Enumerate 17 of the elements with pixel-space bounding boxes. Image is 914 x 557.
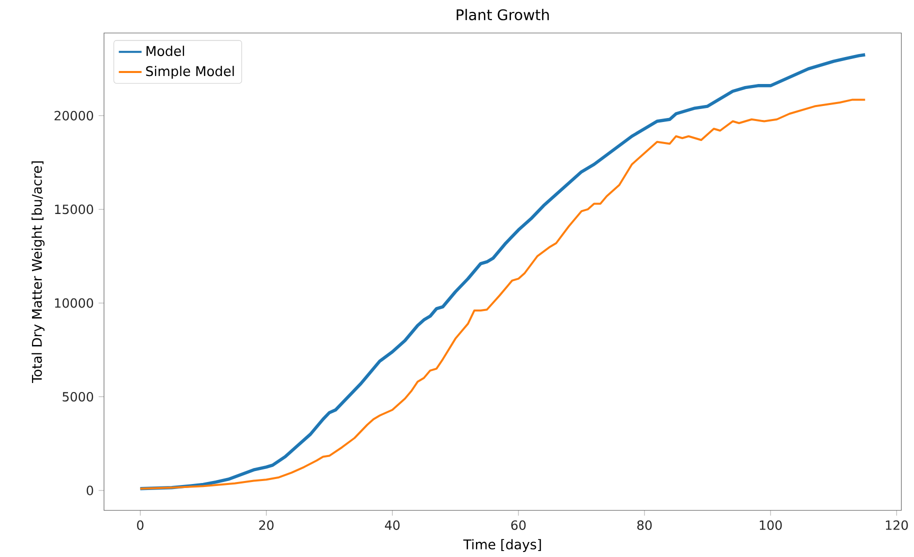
y-tick-label: 20000 [54,110,94,120]
x-tick-label: 80 [637,520,652,530]
y-tick-label: 15000 [55,204,94,214]
y-tick-label: 10000 [55,298,94,308]
y-tick-label: 5000 [62,392,94,402]
x-tick-label: 120 [886,520,908,530]
x-tick-label: 60 [511,520,526,530]
x-tick-label: 20 [259,520,274,530]
y-axis-title: Total Dry Matter Weight [bu/acre] [32,161,45,384]
x-tick-label: 40 [384,520,400,530]
x-tick-label: 100 [760,520,782,530]
chart-title: Plant Growth [456,8,549,20]
legend-label: Model [146,46,184,56]
x-axis-title: Time [days] [463,539,541,552]
y-tick-label: 0 [86,486,94,496]
legend-label: Simple Model [146,66,234,79]
x-tick-label: 0 [137,520,144,530]
